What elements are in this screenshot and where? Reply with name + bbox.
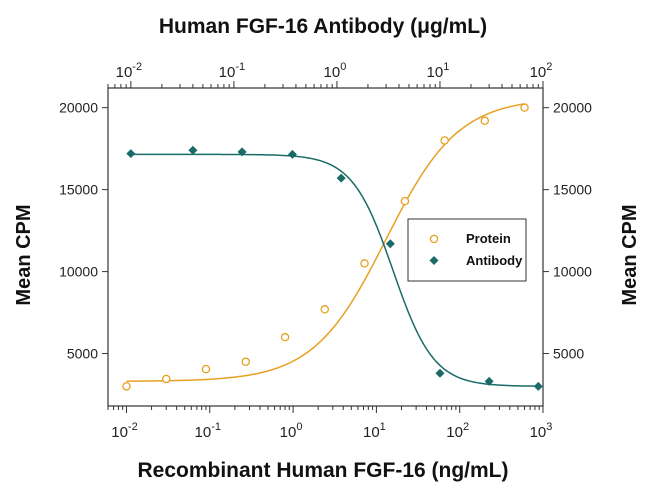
y-tick-label-right: 10000 (553, 264, 592, 280)
y-tick-label-left: 10000 (59, 264, 98, 280)
protein-data-point (360, 259, 369, 268)
x-top-tick-exponent: 0 (340, 61, 346, 73)
x-bottom-tick-base: 10 (530, 424, 547, 441)
protein-data-point (161, 374, 171, 384)
y-tick-label-left: 5000 (67, 346, 98, 362)
data-points (122, 103, 543, 391)
top-axis-title: Human FGF-16 Antibody (μg/mL) (159, 15, 487, 38)
x-bottom-tick-base: 10 (363, 424, 380, 441)
protein-fit-curve (126, 103, 525, 382)
x-bottom-tick-exponent: -1 (211, 421, 221, 433)
x-top-tick-label: 100 (324, 61, 347, 81)
antibody-data-point (287, 149, 297, 159)
legend-antibody-marker (429, 256, 439, 265)
legend-antibody-label: Antibody (466, 253, 523, 268)
protein-data-point (440, 136, 449, 145)
bottom-axis-title: Recombinant Human FGF-16 (ng/mL) (137, 459, 508, 482)
antibody-data-point (126, 149, 136, 159)
x-bottom-tick-label: 10-2 (111, 421, 137, 441)
y-tick-label-left: 15000 (59, 182, 98, 198)
x-top-tick-base: 10 (116, 64, 133, 81)
antibody-data-point (435, 368, 445, 378)
protein-data-point (320, 305, 330, 314)
x-top-tick-label: 10-2 (116, 61, 142, 81)
x-bottom-tick-base: 10 (446, 424, 463, 441)
y-tick-label-left: 20000 (59, 100, 98, 116)
antibody-data-point (188, 145, 198, 155)
x-bottom-tick-label: 102 (446, 421, 469, 441)
protein-data-point (122, 382, 131, 391)
protein-data-point (480, 116, 490, 126)
x-bottom-tick-label: 101 (363, 421, 386, 441)
antibody-fit-curve (130, 153, 539, 387)
antibody-data-point (533, 381, 543, 391)
x-top-tick-exponent: 2 (546, 61, 552, 73)
x-top-tick-base: 10 (324, 64, 341, 81)
x-bottom-tick-exponent: 1 (380, 421, 386, 433)
x-top-tick-label: 10-1 (219, 61, 245, 81)
legend-protein-label: Protein (466, 231, 511, 246)
right-axis-title: Mean CPM (619, 204, 641, 305)
y-tick-label-right: 5000 (553, 346, 584, 362)
x-bottom-tick-exponent: -2 (128, 421, 138, 433)
x-bottom-tick-base: 10 (111, 424, 128, 441)
x-top-tick-label: 101 (427, 61, 450, 81)
protein-data-point (400, 196, 410, 206)
antibody-data-point (336, 173, 346, 183)
x-top-tick-label: 102 (530, 61, 553, 81)
x-bottom-tick-label: 10-1 (195, 421, 221, 441)
left-axis-title: Mean CPM (13, 204, 35, 305)
legend-protein-marker (429, 234, 439, 244)
x-bottom-tick-exponent: 0 (296, 421, 302, 433)
x-top-tick-base: 10 (427, 64, 444, 81)
x-top-tick-base: 10 (530, 64, 547, 81)
x-bottom-tick-base: 10 (195, 424, 212, 441)
x-bottom-tick-label: 103 (530, 421, 553, 441)
antibody-data-point (237, 147, 247, 157)
x-bottom-tick-base: 10 (280, 424, 297, 441)
plot-frame (107, 87, 544, 407)
x-bottom-tick-exponent: 2 (463, 421, 469, 433)
x-top-tick-base: 10 (219, 64, 236, 81)
x-bottom-tick-exponent: 3 (546, 421, 552, 433)
protein-data-point (280, 332, 290, 342)
antibody-data-point (385, 239, 395, 249)
legend-box (407, 218, 527, 282)
x-top-tick-exponent: -2 (132, 61, 142, 73)
y-tick-label-right: 20000 (553, 100, 592, 116)
fit-curves (126, 103, 539, 387)
protein-data-point (201, 364, 211, 374)
legend: Protein Antibody (407, 218, 527, 282)
protein-data-point (241, 357, 250, 366)
x-top-tick-exponent: -1 (235, 61, 245, 73)
protein-data-point (520, 103, 529, 112)
antibody-data-point (484, 376, 494, 386)
y-tick-label-right: 15000 (553, 182, 592, 198)
x-bottom-tick-label: 100 (280, 421, 303, 441)
x-top-tick-exponent: 1 (443, 61, 449, 73)
